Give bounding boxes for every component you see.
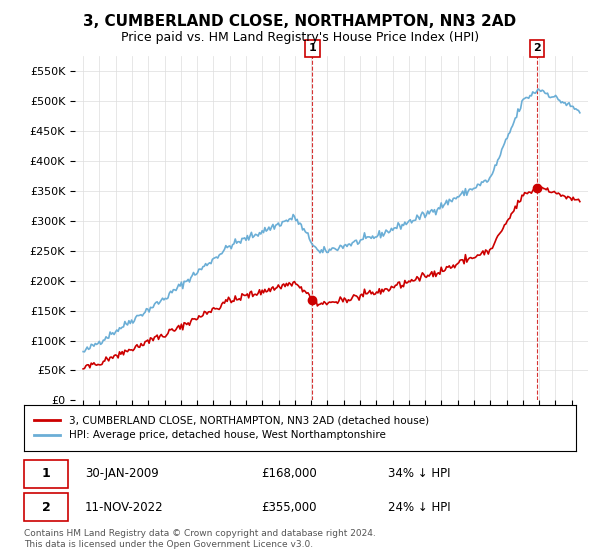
FancyBboxPatch shape <box>24 460 68 488</box>
Text: 24% ↓ HPI: 24% ↓ HPI <box>388 501 451 514</box>
Text: £355,000: £355,000 <box>262 501 317 514</box>
Text: 1: 1 <box>308 43 316 53</box>
Text: 30-JAN-2009: 30-JAN-2009 <box>85 467 158 480</box>
FancyBboxPatch shape <box>24 493 68 521</box>
Text: 11-NOV-2022: 11-NOV-2022 <box>85 501 163 514</box>
Text: 34% ↓ HPI: 34% ↓ HPI <box>388 467 451 480</box>
Text: £168,000: £168,000 <box>262 467 317 480</box>
Legend: 3, CUMBERLAND CLOSE, NORTHAMPTON, NN3 2AD (detached house), HPI: Average price, : 3, CUMBERLAND CLOSE, NORTHAMPTON, NN3 2A… <box>29 410 434 446</box>
Text: Price paid vs. HM Land Registry's House Price Index (HPI): Price paid vs. HM Land Registry's House … <box>121 31 479 44</box>
Text: 2: 2 <box>42 501 50 514</box>
Text: 1: 1 <box>42 467 50 480</box>
Text: 3, CUMBERLAND CLOSE, NORTHAMPTON, NN3 2AD: 3, CUMBERLAND CLOSE, NORTHAMPTON, NN3 2A… <box>83 14 517 29</box>
Text: 2: 2 <box>533 43 541 53</box>
Text: Contains HM Land Registry data © Crown copyright and database right 2024.
This d: Contains HM Land Registry data © Crown c… <box>24 529 376 549</box>
